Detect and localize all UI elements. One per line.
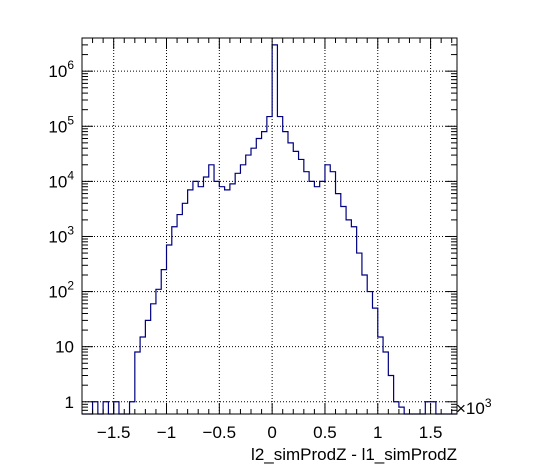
x-tick-label: 0.5 <box>313 423 337 442</box>
y-tick-label: 102 <box>48 279 74 302</box>
y-tick-exponent: 3 <box>67 223 74 237</box>
y-tick-base: 10 <box>48 227 67 246</box>
x-tick-label: 1.5 <box>419 423 443 442</box>
plot-frame <box>81 37 458 415</box>
y-tick-exponent: 6 <box>67 58 74 72</box>
y-tick-label: 104 <box>48 168 74 191</box>
x-multiplier-base: ×10 <box>456 399 485 418</box>
y-tick-exponent: 5 <box>67 113 74 127</box>
x-tick-label: 0 <box>267 423 276 442</box>
x-tick-label: −1 <box>157 423 176 442</box>
y-tick-base: 10 <box>55 338 74 357</box>
y-tick-base: 10 <box>48 283 67 302</box>
y-tick-base: 10 <box>48 172 67 191</box>
y-tick-label: 103 <box>48 223 74 246</box>
x-tick-label: −1.5 <box>97 423 131 442</box>
x-tick-label: −0.5 <box>203 423 237 442</box>
y-tick-exponent: 2 <box>67 279 74 293</box>
y-tick-label: 1 <box>65 393 74 412</box>
y-tick-label: 10 <box>55 338 74 357</box>
x-multiplier-exponent: 3 <box>485 396 492 410</box>
grid-lines <box>82 38 457 414</box>
y-tick-exponent: 4 <box>67 168 74 182</box>
y-tick-base: 10 <box>48 117 67 136</box>
y-tick-base: 1 <box>65 393 74 412</box>
x-tick-label: 1 <box>373 423 382 442</box>
x-axis-title: l2_simProdZ - l1_simProdZ <box>251 445 457 464</box>
x-axis: −1.5 −1 −0.5 0 0.5 1 1.5 <box>81 38 453 442</box>
x-axis-multiplier: ×103 <box>456 396 492 418</box>
histogram-series <box>82 44 457 415</box>
y-tick-base: 10 <box>48 62 67 81</box>
y-tick-label: 105 <box>48 113 74 136</box>
y-tick-label: 106 <box>48 58 74 81</box>
